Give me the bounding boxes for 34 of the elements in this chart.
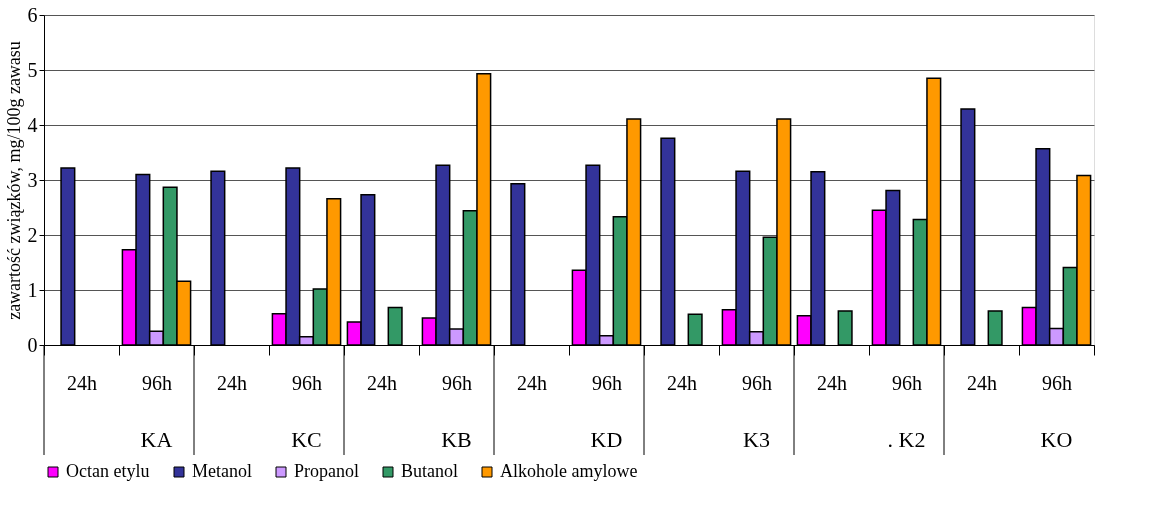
x-tick-label: 96h xyxy=(742,371,772,394)
x-tick-label: 24h xyxy=(217,371,247,394)
y-tick-label: 3 xyxy=(27,168,38,191)
y-tick-label: 2 xyxy=(27,223,38,246)
x-tick-label: 24h xyxy=(367,371,397,394)
x-tick-label: 24h xyxy=(817,371,847,394)
y-tick-label: 6 xyxy=(27,3,38,26)
legend-label: Alkohole amylowe xyxy=(500,461,638,481)
text: KD xyxy=(590,427,623,452)
legend-label: Metanol xyxy=(192,461,252,481)
x-tick-label: 24h xyxy=(67,371,97,394)
text: . K2 xyxy=(887,427,926,452)
legend-label: Octan etylu xyxy=(66,461,150,481)
x-tick-label: 24h xyxy=(517,371,547,394)
y-tick-label: 0 xyxy=(27,333,38,356)
text: KB xyxy=(441,427,472,452)
legend-label: Butanol xyxy=(401,461,458,481)
x-tick-label: 96h xyxy=(142,371,172,394)
x-tick-label: 96h xyxy=(592,371,622,394)
y-axis-title: zawartość związków, mg/100g zawasu xyxy=(3,41,24,320)
x-tick-label: 96h xyxy=(442,371,472,394)
text: K3 xyxy=(743,427,770,452)
y-tick-label: 4 xyxy=(27,113,38,136)
text: KO xyxy=(1040,427,1073,452)
x-tick-label: 24h xyxy=(667,371,697,394)
y-tick-label: 1 xyxy=(27,278,38,301)
x-tick-label: 96h xyxy=(892,371,922,394)
text: KA xyxy=(140,427,173,452)
x-tick-label: 24h xyxy=(967,371,997,394)
legend-label: Propanol xyxy=(294,461,359,481)
x-tick-label: 96h xyxy=(1042,371,1072,394)
x-tick-label: 96h xyxy=(292,371,322,394)
text: KC xyxy=(291,427,322,452)
y-tick-label: 5 xyxy=(27,58,38,81)
